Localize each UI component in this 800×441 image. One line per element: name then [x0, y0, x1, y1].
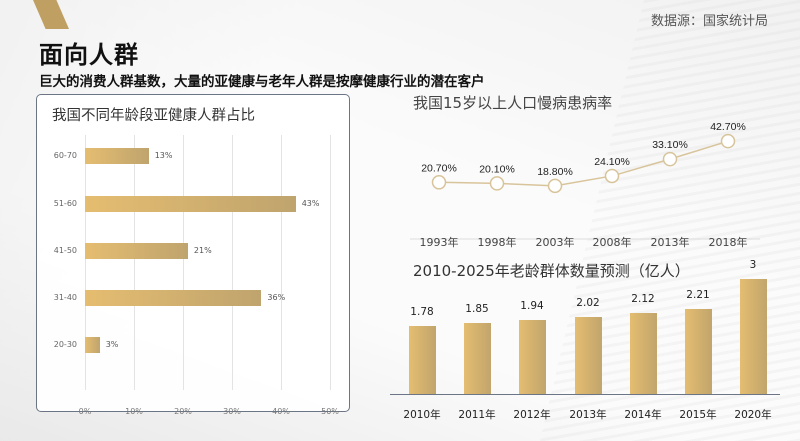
chronic-disease-line-chart: 20.70% 20.10% 18.80% 24.10% 33.10% 42.70% — [410, 121, 760, 240]
bar — [408, 325, 436, 394]
value-label: 1.94 — [520, 299, 544, 312]
bar-row: 51-60 43% — [54, 196, 330, 212]
value-label: 2.12 — [631, 292, 655, 305]
bar — [85, 148, 149, 164]
x-tick-label: 20% — [174, 407, 192, 416]
x-axis-label: 2012年 — [513, 409, 551, 421]
subhealth-chart-title: 我国不同年龄段亚健康人群占比 — [52, 108, 255, 124]
value-label: 21% — [193, 246, 212, 255]
subhealth-bar-chart: 0% 10% 20% 30% 40% 50% 60-70 13% 51-60 43% 41-50 21… — [54, 135, 339, 416]
x-tick-label: 40% — [272, 407, 290, 416]
data-label: 24.10% — [594, 156, 630, 168]
x-axis-label: 2003年 — [535, 236, 575, 249]
x-axis — [390, 394, 780, 395]
value-label: 1.85 — [465, 303, 489, 316]
x-tick-label: 50% — [321, 407, 339, 416]
value-label: 2.02 — [576, 296, 600, 309]
gridline — [134, 135, 135, 390]
data-point-marker — [662, 151, 678, 167]
x-axis-label: 2010年 — [403, 409, 441, 421]
gridline — [85, 135, 86, 390]
data-label: 20.10% — [479, 163, 515, 175]
data-label: 20.70% — [421, 162, 457, 174]
x-tick-label: 30% — [223, 407, 241, 416]
x-axis-label: 2008年 — [592, 236, 632, 249]
elderly-forecast-chart-title: 2010-2025年老龄群体数量预测（亿人） — [413, 262, 690, 280]
bar — [463, 323, 491, 394]
category-label: 31-40 — [53, 293, 77, 302]
data-point-marker — [604, 168, 620, 184]
page-subtitle: 巨大的消费人群基数，大量的亚健康与老年人群是按摩健康行业的潜在客户 — [39, 74, 485, 90]
x-axis-label: 2013年 — [650, 236, 690, 249]
x-axis-label: 1998年 — [477, 236, 517, 249]
x-axis-label: 2014年 — [624, 409, 662, 421]
bar — [85, 337, 100, 353]
data-label: 33.10% — [652, 139, 688, 151]
value-label: 36% — [267, 293, 286, 302]
x-axis-label: 2013年 — [569, 409, 607, 421]
value-label: 3% — [105, 340, 119, 349]
bar — [629, 312, 657, 394]
data-source: 数据源：国家统计局 — [650, 14, 768, 29]
x-axis-label: 2020年 — [734, 409, 772, 421]
value-label: 2.21 — [686, 289, 710, 302]
bar-row: 20-30 3% — [54, 337, 330, 353]
gridline — [281, 135, 282, 390]
bar — [684, 309, 712, 394]
data-label: 42.70% — [710, 121, 746, 133]
bar — [518, 319, 546, 394]
bar-row: 60-70 13% — [54, 148, 330, 164]
chronic-disease-chart-title: 我国15岁以上人口慢病患病率 — [413, 94, 613, 112]
category-label: 51-60 — [53, 199, 77, 208]
x-axis-label: 2011年 — [458, 409, 496, 421]
category-label: 60-70 — [53, 151, 77, 160]
subhealth-chart-card: 我国不同年龄段亚健康人群占比 0% 10% 20% 30% 40% 50% 60-70 13%… — [36, 94, 350, 416]
x-tick-label: 10% — [125, 407, 143, 416]
x-axis-label: 2018年 — [708, 236, 748, 249]
data-point-marker — [547, 178, 563, 194]
data-point-marker — [431, 175, 447, 190]
gridline — [232, 135, 233, 390]
series-line — [438, 140, 729, 187]
data-point-marker — [720, 133, 736, 149]
page-title: 面向人群 — [39, 41, 139, 69]
value-label: 13% — [154, 151, 173, 160]
gridline — [183, 135, 184, 390]
value-label: 1.78 — [410, 305, 434, 318]
value-label: 3 — [749, 259, 757, 271]
x-tick-label: 0% — [78, 407, 92, 416]
gridline — [330, 135, 331, 390]
bar-row: 31-40 36% — [54, 290, 330, 306]
data-point-marker — [489, 176, 505, 191]
bar — [574, 316, 602, 394]
bar — [739, 279, 767, 394]
bar — [85, 243, 188, 259]
x-axis-label: 1993年 — [419, 236, 459, 249]
data-label: 18.80% — [537, 166, 573, 178]
value-label: 43% — [301, 199, 320, 208]
category-label: 20-30 — [53, 340, 77, 349]
x-axis-label: 2015年 — [679, 409, 717, 421]
bar — [85, 196, 296, 212]
bar — [85, 290, 262, 306]
bar-row: 41-50 21% — [54, 243, 330, 259]
category-label: 41-50 — [53, 246, 77, 255]
